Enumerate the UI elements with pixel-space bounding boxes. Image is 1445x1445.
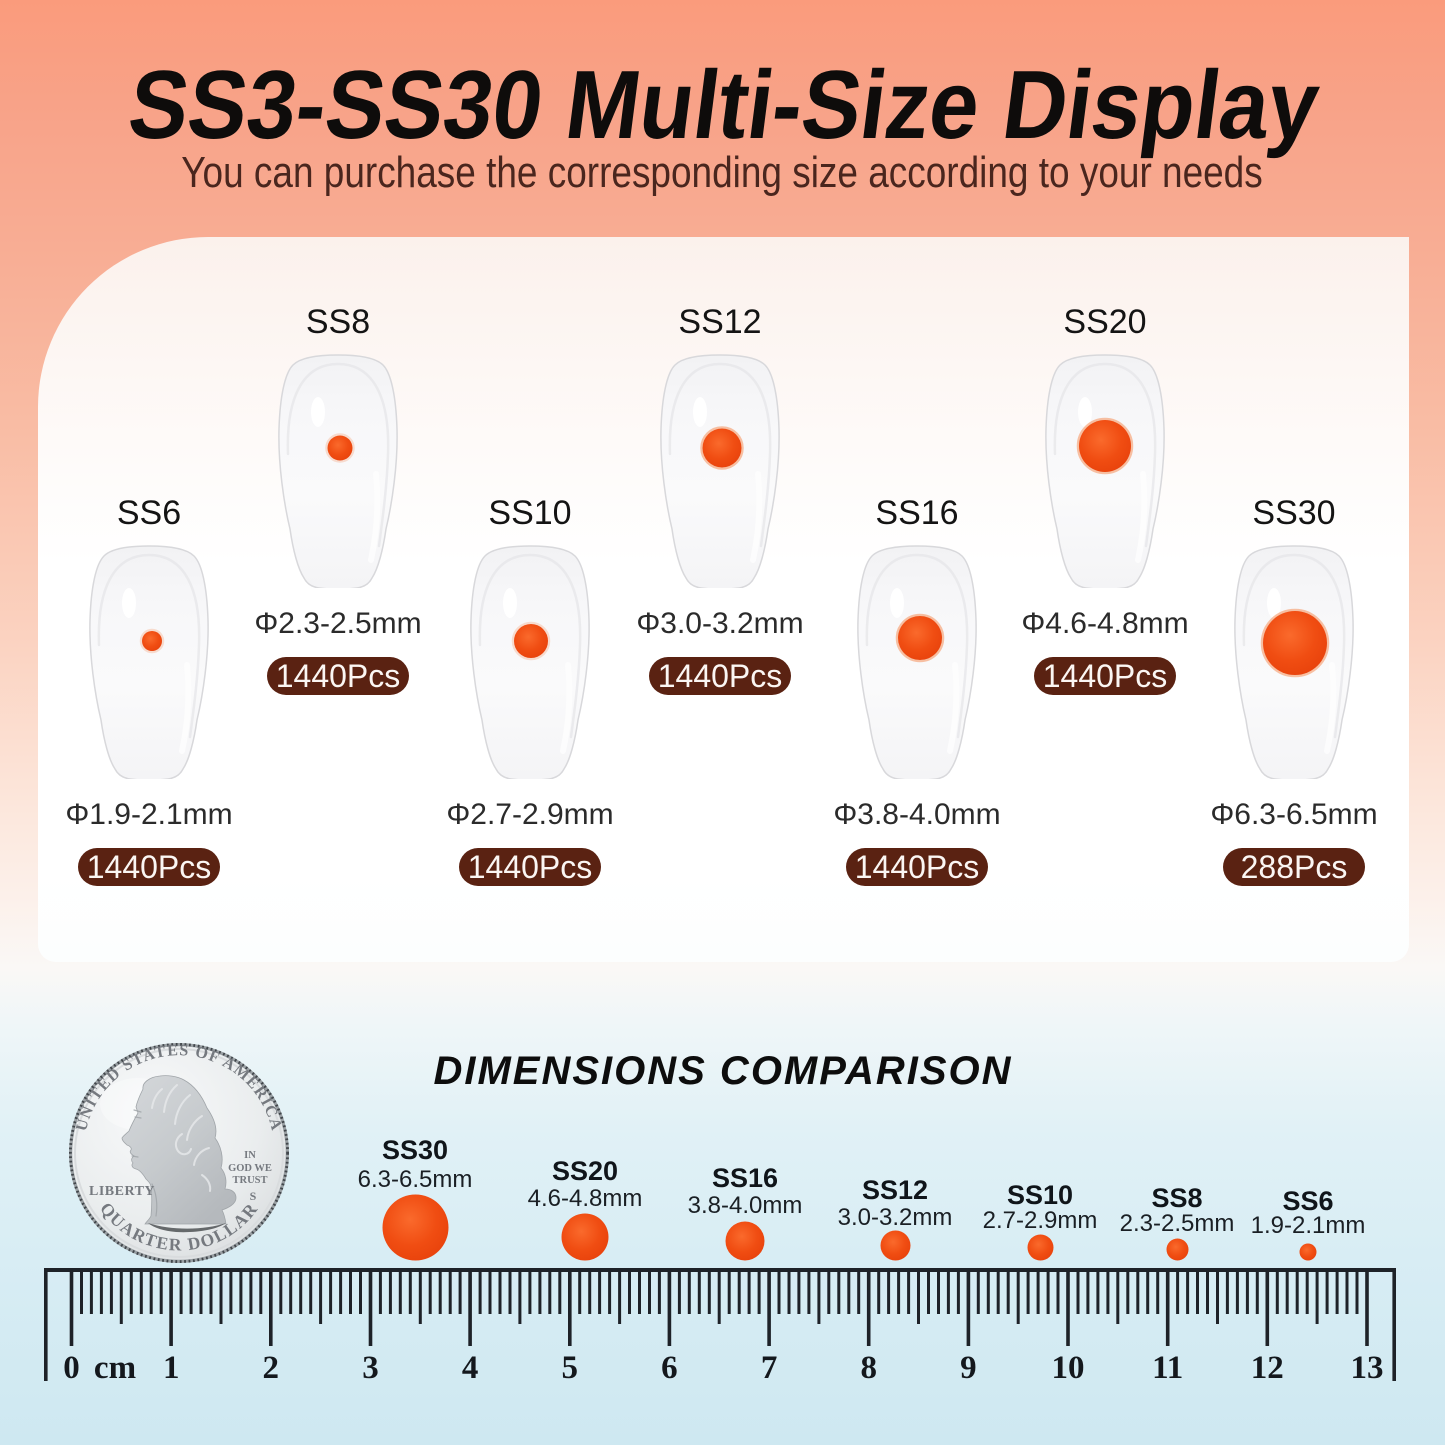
svg-text:cm: cm bbox=[94, 1350, 136, 1386]
svg-text:8: 8 bbox=[860, 1350, 877, 1386]
svg-text:3: 3 bbox=[362, 1350, 379, 1386]
svg-text:11: 11 bbox=[1152, 1350, 1183, 1386]
svg-text:7: 7 bbox=[761, 1350, 778, 1386]
svg-text:1: 1 bbox=[163, 1350, 180, 1386]
svg-text:6: 6 bbox=[661, 1350, 678, 1386]
svg-text:S: S bbox=[250, 1189, 257, 1203]
svg-text:GOD WE: GOD WE bbox=[228, 1163, 272, 1174]
svg-text:12: 12 bbox=[1251, 1350, 1284, 1386]
svg-text:TRUST: TRUST bbox=[232, 1175, 267, 1186]
svg-text:LIBERTY: LIBERTY bbox=[89, 1184, 155, 1199]
svg-text:2: 2 bbox=[263, 1350, 280, 1386]
svg-text:10: 10 bbox=[1052, 1350, 1085, 1386]
svg-text:4: 4 bbox=[462, 1350, 479, 1386]
svg-text:9: 9 bbox=[960, 1350, 977, 1386]
svg-text:0: 0 bbox=[63, 1350, 80, 1386]
svg-text:13: 13 bbox=[1351, 1350, 1384, 1386]
svg-text:IN: IN bbox=[244, 1150, 256, 1161]
svg-text:5: 5 bbox=[562, 1350, 579, 1386]
